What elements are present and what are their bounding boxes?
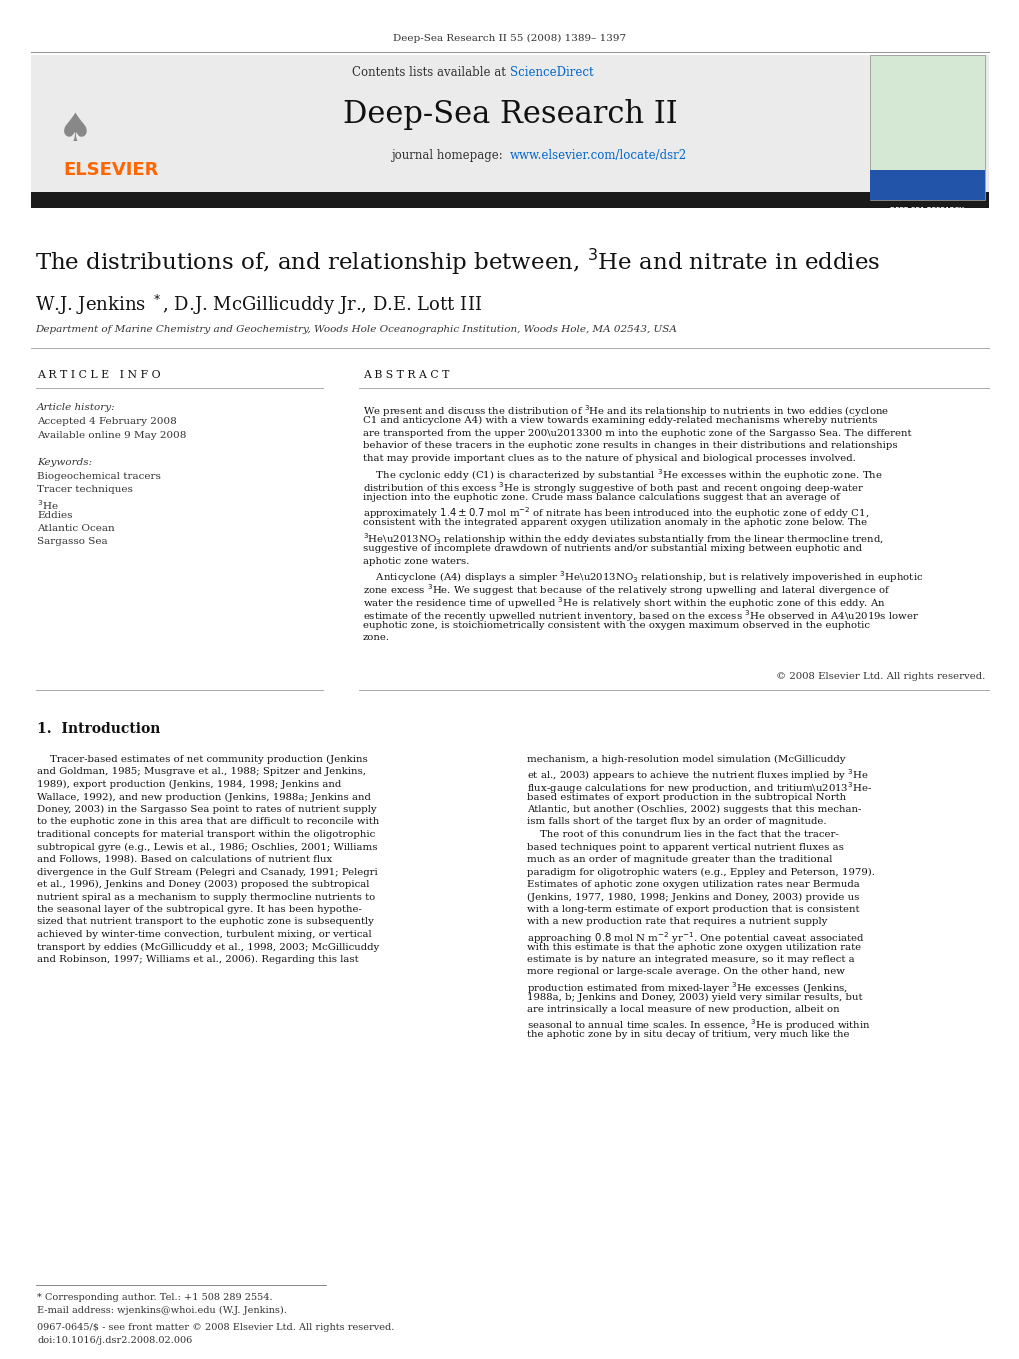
Text: with a long-term estimate of export production that is consistent: with a long-term estimate of export prod… <box>527 905 859 915</box>
Text: 1988a, b; Jenkins and Doney, 2003) yield very similar results, but: 1988a, b; Jenkins and Doney, 2003) yield… <box>527 992 862 1002</box>
Text: are transported from the upper 200\u2013300 m into the euphotic zone of the Sarg: are transported from the upper 200\u2013… <box>363 428 911 438</box>
Text: sized that nutrient transport to the euphotic zone is subsequently: sized that nutrient transport to the eup… <box>37 917 374 927</box>
Text: et al., 2003) appears to achieve the nutrient fluxes implied by $^3$He: et al., 2003) appears to achieve the nut… <box>527 768 868 783</box>
Text: approaching $0.8$ mol N m$^{-2}$ yr$^{-1}$. One potential caveat associated: approaching $0.8$ mol N m$^{-2}$ yr$^{-1… <box>527 930 864 946</box>
Text: flux-gauge calculations for new production, and tritium\u2013$^3$He-: flux-gauge calculations for new producti… <box>527 780 871 796</box>
Text: Wallace, 1992), and new production (Jenkins, 1988a; Jenkins and: Wallace, 1992), and new production (Jenk… <box>37 792 371 802</box>
Text: water the residence time of upwelled $^3$He is relatively short within the eupho: water the residence time of upwelled $^3… <box>363 595 884 610</box>
Text: suggestive of incomplete drawdown of nutrients and/or substantial mixing between: suggestive of incomplete drawdown of nut… <box>363 544 861 553</box>
Text: E-mail address: wjenkins@whoi.edu (W.J. Jenkins).: E-mail address: wjenkins@whoi.edu (W.J. … <box>37 1306 286 1316</box>
Text: $^3$He: $^3$He <box>37 497 59 512</box>
Text: DEEP-SEA RESEARCH: DEEP-SEA RESEARCH <box>889 207 963 212</box>
Text: traditional concepts for material transport within the oligotrophic: traditional concepts for material transp… <box>37 830 375 839</box>
Text: * Corresponding author. Tel.: +1 508 289 2554.: * Corresponding author. Tel.: +1 508 289… <box>37 1292 272 1302</box>
Text: injection into the euphotic zone. Crude mass balance calculations suggest that a: injection into the euphotic zone. Crude … <box>363 492 839 501</box>
Text: PART II: PART II <box>914 219 938 224</box>
Text: Article history:: Article history: <box>37 404 115 412</box>
Text: consistent with the integrated apparent oxygen utilization anomaly in the aphoti: consistent with the integrated apparent … <box>363 518 866 527</box>
Text: euphotic zone, is stoichiometrically consistent with the oxygen maximum observed: euphotic zone, is stoichiometrically con… <box>363 621 869 629</box>
Text: Available online 9 May 2008: Available online 9 May 2008 <box>37 431 186 440</box>
Text: ism falls short of the target flux by an order of magnitude.: ism falls short of the target flux by an… <box>527 818 825 826</box>
Bar <box>869 54 984 200</box>
Text: www.elsevier.com/locate/dsr2: www.elsevier.com/locate/dsr2 <box>510 148 687 162</box>
Text: behavior of these tracers in the euphotic zone results in changes in their distr: behavior of these tracers in the euphoti… <box>363 442 897 450</box>
Text: mechanism, a high-resolution model simulation (McGillicuddy: mechanism, a high-resolution model simul… <box>527 756 845 764</box>
Text: Department of Marine Chemistry and Geochemistry, Woods Hole Oceanographic Instit: Department of Marine Chemistry and Geoch… <box>35 326 677 334</box>
Text: based estimates of export production in the subtropical North: based estimates of export production in … <box>527 792 846 802</box>
Text: Atlantic, but another (Oschlies, 2002) suggests that this mechan-: Atlantic, but another (Oschlies, 2002) s… <box>527 805 860 814</box>
Text: ELSEVIER: ELSEVIER <box>63 160 158 179</box>
Text: seasonal to annual time scales. In essence, $^3$He is produced within: seasonal to annual time scales. In essen… <box>527 1018 870 1033</box>
Text: $^3$He\u2013NO$_3$ relationship within the eddy deviates substantially from the : $^3$He\u2013NO$_3$ relationship within t… <box>363 531 883 546</box>
Text: Keywords:: Keywords: <box>37 458 92 467</box>
Text: nutrient spiral as a mechanism to supply thermocline nutrients to: nutrient spiral as a mechanism to supply… <box>37 893 375 901</box>
Text: Biogeochemical tracers: Biogeochemical tracers <box>37 472 161 481</box>
Text: Atlantic Ocean: Atlantic Ocean <box>37 525 115 533</box>
Text: zone.: zone. <box>363 633 389 643</box>
Text: The root of this conundrum lies in the fact that the tracer-: The root of this conundrum lies in the f… <box>527 830 838 839</box>
Text: A B S T R A C T: A B S T R A C T <box>363 370 449 381</box>
Text: Doney, 2003) in the Sargasso Sea point to rates of nutrient supply: Doney, 2003) in the Sargasso Sea point t… <box>37 805 376 814</box>
Text: Deep-Sea Research II 55 (2008) 1389– 1397: Deep-Sea Research II 55 (2008) 1389– 139… <box>393 34 626 42</box>
Text: paradigm for oligotrophic waters (e.g., Eppley and Peterson, 1979).: paradigm for oligotrophic waters (e.g., … <box>527 867 874 877</box>
Text: approximately $1.4\pm0.7$ mol m$^{-2}$ of nitrate has been introduced into the e: approximately $1.4\pm0.7$ mol m$^{-2}$ o… <box>363 506 868 522</box>
Text: zone excess $^3$He. We suggest that because of the relatively strong upwelling a: zone excess $^3$He. We suggest that beca… <box>363 582 890 598</box>
Text: The cyclonic eddy (C1) is characterized by substantial $^3$He excesses within th: The cyclonic eddy (C1) is characterized … <box>363 467 881 482</box>
Text: that may provide important clues as to the nature of physical and biological pro: that may provide important clues as to t… <box>363 454 855 463</box>
Text: © 2008 Elsevier Ltd. All rights reserved.: © 2008 Elsevier Ltd. All rights reserved… <box>774 671 984 681</box>
Text: distribution of this excess $^3$He is strongly suggestive of both past and recen: distribution of this excess $^3$He is st… <box>363 480 863 496</box>
Text: Accepted 4 February 2008: Accepted 4 February 2008 <box>37 417 176 425</box>
Text: ScienceDirect: ScienceDirect <box>510 65 593 79</box>
Text: and Goldman, 1985; Musgrave et al., 1988; Spitzer and Jenkins,: and Goldman, 1985; Musgrave et al., 1988… <box>37 768 366 776</box>
Text: W.J. Jenkins $^*$, D.J. McGillicuddy Jr., D.E. Lott III: W.J. Jenkins $^*$, D.J. McGillicuddy Jr.… <box>35 294 482 317</box>
Text: and Follows, 1998). Based on calculations of nutrient flux: and Follows, 1998). Based on calculation… <box>37 855 332 864</box>
Bar <box>31 54 988 200</box>
Text: Contents lists available at: Contents lists available at <box>352 65 510 79</box>
Text: 0967-0645/$ - see front matter © 2008 Elsevier Ltd. All rights reserved.: 0967-0645/$ - see front matter © 2008 El… <box>37 1324 394 1332</box>
Text: (Jenkins, 1977, 1980, 1998; Jenkins and Doney, 2003) provide us: (Jenkins, 1977, 1980, 1998; Jenkins and … <box>527 893 859 901</box>
Text: based techniques point to apparent vertical nutrient fluxes as: based techniques point to apparent verti… <box>527 843 843 852</box>
Text: subtropical gyre (e.g., Lewis et al., 1986; Oschlies, 2001; Williams: subtropical gyre (e.g., Lewis et al., 19… <box>37 843 377 852</box>
Text: Estimates of aphotic zone oxygen utilization rates near Bermuda: Estimates of aphotic zone oxygen utiliza… <box>527 881 859 889</box>
Text: doi:10.1016/j.dsr2.2008.02.006: doi:10.1016/j.dsr2.2008.02.006 <box>37 1336 192 1345</box>
Text: 1.  Introduction: 1. Introduction <box>37 722 160 737</box>
Text: estimate is by nature an integrated measure, so it may reflect a: estimate is by nature an integrated meas… <box>527 955 854 964</box>
Text: Deep-Sea Research II: Deep-Sea Research II <box>342 99 677 130</box>
Text: aphotic zone waters.: aphotic zone waters. <box>363 557 469 565</box>
Text: 1989), export production (Jenkins, 1984, 1998; Jenkins and: 1989), export production (Jenkins, 1984,… <box>37 780 341 790</box>
Text: Tracer-based estimates of net community production (Jenkins: Tracer-based estimates of net community … <box>37 756 368 764</box>
Text: Eddies: Eddies <box>37 511 72 520</box>
Text: C1 and anticyclone A4) with a view towards examining eddy-related mechanisms whe: C1 and anticyclone A4) with a view towar… <box>363 416 876 425</box>
Text: divergence in the Gulf Stream (Pelegri and Csanady, 1991; Pelegri: divergence in the Gulf Stream (Pelegri a… <box>37 867 377 877</box>
Bar <box>31 192 988 208</box>
Text: A R T I C L E   I N F O: A R T I C L E I N F O <box>37 370 160 381</box>
Text: Sargasso Sea: Sargasso Sea <box>37 537 108 546</box>
Text: ♠: ♠ <box>57 111 93 149</box>
Text: Tracer techniques: Tracer techniques <box>37 485 132 495</box>
Text: the aphotic zone by in situ decay of tritium, very much like the: the aphotic zone by in situ decay of tri… <box>527 1030 849 1040</box>
Text: much as an order of magnitude greater than the traditional: much as an order of magnitude greater th… <box>527 855 832 864</box>
Text: The distributions of, and relationship between, $^3$He and nitrate in eddies: The distributions of, and relationship b… <box>35 247 879 277</box>
Text: with a new production rate that requires a nutrient supply: with a new production rate that requires… <box>527 917 826 927</box>
Text: the seasonal layer of the subtropical gyre. It has been hypothe-: the seasonal layer of the subtropical gy… <box>37 905 362 915</box>
Text: and Robinson, 1997; Williams et al., 2006). Regarding this last: and Robinson, 1997; Williams et al., 200… <box>37 955 359 964</box>
Text: journal homepage:: journal homepage: <box>390 148 510 162</box>
Text: Anticyclone (A4) displays a simpler $^3$He\u2013NO$_3$ relationship, but is rela: Anticyclone (A4) displays a simpler $^3$… <box>363 569 922 586</box>
Text: to the euphotic zone in this area that are difficult to reconcile with: to the euphotic zone in this area that a… <box>37 818 379 826</box>
Text: estimate of the recently upwelled nutrient inventory, based on the excess $^3$He: estimate of the recently upwelled nutrie… <box>363 607 918 624</box>
Text: production estimated from mixed-layer $^3$He excesses (Jenkins,: production estimated from mixed-layer $^… <box>527 980 847 996</box>
Text: transport by eddies (McGillicuddy et al., 1998, 2003; McGillicuddy: transport by eddies (McGillicuddy et al.… <box>37 943 379 951</box>
Text: et al., 1996), Jenkins and Doney (2003) proposed the subtropical: et al., 1996), Jenkins and Doney (2003) … <box>37 881 369 889</box>
Text: achieved by winter-time convection, turbulent mixing, or vertical: achieved by winter-time convection, turb… <box>37 930 371 939</box>
Bar <box>869 170 984 200</box>
Text: are intrinsically a local measure of new production, albeit on: are intrinsically a local measure of new… <box>527 1006 839 1014</box>
Text: We present and discuss the distribution of $^3$He and its relationship to nutrie: We present and discuss the distribution … <box>363 404 889 419</box>
Text: more regional or large-scale average. On the other hand, new: more regional or large-scale average. On… <box>527 968 844 977</box>
Text: with this estimate is that the aphotic zone oxygen utilization rate: with this estimate is that the aphotic z… <box>527 943 860 951</box>
